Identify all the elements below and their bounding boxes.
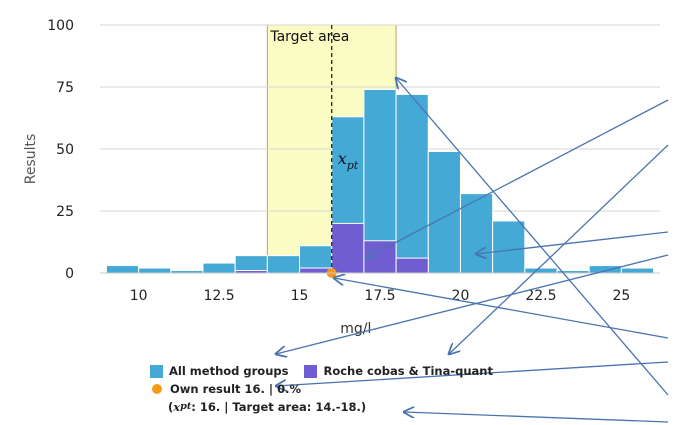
- legend-row-series: All method groups Roche cobas & Tina-qua…: [150, 362, 493, 380]
- y-axis-title: Results: [23, 134, 39, 185]
- annotation-arrow: [476, 231, 669, 254]
- summary-xpt-subscript: pt: [180, 401, 192, 412]
- y-tick-label: 100: [47, 18, 74, 34]
- bar-all-groups: [395, 93, 429, 274]
- legend-summary: (x pt: 16. | Target area: 14.-18.): [150, 398, 493, 416]
- y-tick-label: 0: [65, 266, 74, 282]
- legend-label-all-groups: All method groups: [169, 364, 289, 378]
- bar-roche: [395, 257, 429, 274]
- legend-row-own-result: Own result 16. | 0.%: [150, 380, 493, 398]
- target-area-label: Target area: [269, 29, 349, 45]
- bar-all-groups: [492, 220, 526, 274]
- summary-text: : 16. | Target area: 14.-18.): [191, 400, 367, 414]
- xpt-label-subscript: pt: [347, 159, 359, 172]
- x-axis-title: mg/l: [340, 321, 371, 337]
- bar-all-groups: [588, 265, 622, 274]
- y-tick-label: 50: [56, 142, 74, 158]
- own-result-dot-icon: [152, 384, 162, 394]
- bar-all-groups: [620, 267, 655, 274]
- x-tick-label: 10: [130, 288, 148, 304]
- x-tick-label: 25: [612, 288, 630, 304]
- bar-all-groups: [427, 150, 461, 274]
- x-tick-label: 17.5: [364, 288, 395, 304]
- bar-all-groups: [266, 255, 301, 274]
- annotation-arrow: [276, 254, 669, 354]
- annotation-arrow: [449, 144, 669, 354]
- bar-all-groups: [202, 262, 236, 274]
- legend-label-own-result: Own result 16. | 0.%: [170, 382, 302, 396]
- annotation-arrow: [396, 78, 669, 396]
- annotation-arrows: [276, 78, 669, 423]
- summary-open-paren: (: [168, 400, 174, 414]
- chart-legend: All method groups Roche cobas & Tina-qua…: [150, 362, 493, 416]
- legend-swatch-all-groups: [150, 364, 163, 378]
- y-tick-label: 25: [56, 204, 74, 220]
- x-tick-label: 22.5: [525, 288, 556, 304]
- bar-all-groups: [138, 267, 172, 274]
- annotation-arrow: [334, 278, 669, 339]
- y-tick-label: 75: [56, 80, 74, 96]
- annotation-arrow: [276, 361, 669, 386]
- annotation-arrow: [366, 99, 669, 258]
- x-tick-label: 12.5: [203, 288, 234, 304]
- bar-all-groups: [524, 267, 558, 274]
- x-tick-label: 15: [291, 288, 309, 304]
- bar-all-groups: [459, 193, 494, 274]
- legend-swatch-roche: [304, 364, 318, 378]
- legend-label-roche: Roche cobas & Tina-quant: [323, 364, 493, 378]
- bar-roche: [331, 222, 365, 274]
- annotation-arrow: [404, 412, 669, 423]
- summary-xpt-symbol: x: [173, 400, 181, 414]
- bar-all-groups: [105, 265, 140, 274]
